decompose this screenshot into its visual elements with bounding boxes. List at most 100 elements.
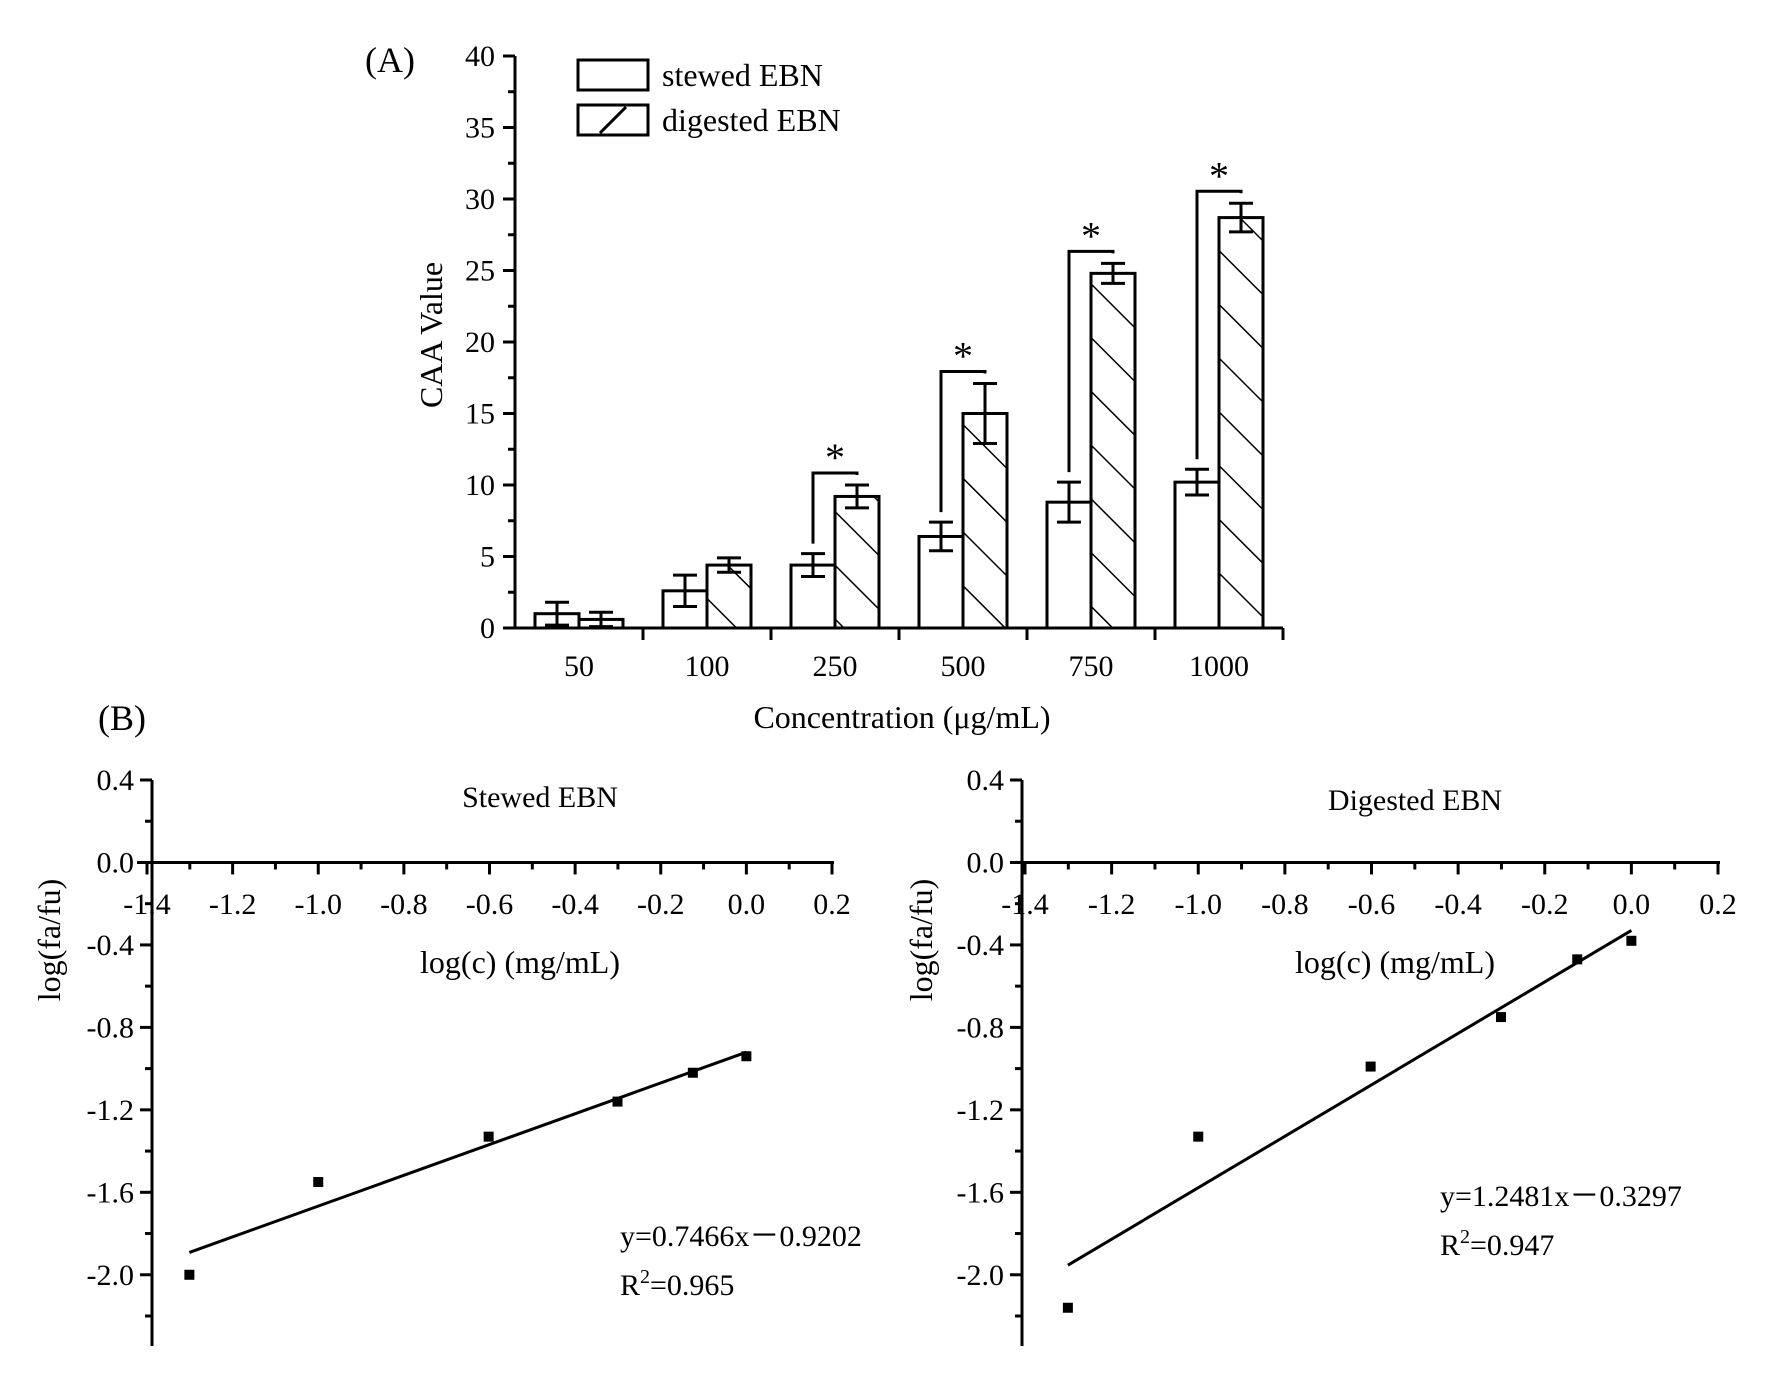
y-tick-label-a: 25 <box>465 255 495 288</box>
x-tick-label-digested: -1.0 <box>1175 888 1223 921</box>
x-tick-label-digested: -1.2 <box>1088 888 1136 921</box>
bar-digested-hatch <box>707 565 751 628</box>
significance-asterisk: * <box>825 435 845 480</box>
y-tick-label-digested: -1.2 <box>957 1094 1005 1127</box>
x-tick-label-digested: -0.4 <box>1434 888 1482 921</box>
y-tick-label-digested: -0.4 <box>957 929 1005 962</box>
x-tick-label-digested: -0.8 <box>1261 888 1309 921</box>
legend-label-stewed: stewed EBN <box>662 57 823 93</box>
significance-asterisk: * <box>953 333 973 378</box>
y-tick-label-a: 0 <box>480 612 495 645</box>
x-tick-label-digested: -0.6 <box>1348 888 1396 921</box>
scatter-chart-digested: Digested EBN log(fa/fu) log(c) (mg/mL) -… <box>903 764 1737 1346</box>
x-tick-label-a: 100 <box>685 650 730 683</box>
x-tick-label-stewed: -1.2 <box>209 888 257 921</box>
y-tick-label-digested: -2.0 <box>957 1259 1005 1292</box>
significance-asterisk: * <box>1081 213 1101 258</box>
x-tick-label-a: 750 <box>1069 650 1114 683</box>
bar-digested-hatch <box>963 413 1007 628</box>
y-tick-label-stewed: 0.4 <box>97 764 135 797</box>
r-squared-digested: R2=0.947 <box>1440 1226 1554 1262</box>
x-tick-label-stewed: -0.6 <box>466 888 514 921</box>
legend-label-digested: digested EBN <box>662 102 841 138</box>
x-tick-label-digested: -0.2 <box>1521 888 1569 921</box>
panel-label-b: (B) <box>98 698 146 738</box>
significance-bracket <box>1195 189 1243 460</box>
bars-a: * * * * <box>533 153 1265 630</box>
x-tick-label-digested: 0.2 <box>1699 888 1737 921</box>
chart-title-stewed: Stewed EBN <box>462 781 618 814</box>
y-tick-label-digested: -1.6 <box>957 1176 1005 1209</box>
bar-digested-hatch <box>835 496 879 628</box>
x-tick-label-a: 1000 <box>1189 650 1249 683</box>
r-squared-stewed: R2=0.965 <box>620 1266 734 1302</box>
data-point-stewed <box>483 1131 494 1142</box>
plot-stewed: -1.4 -1.2 -1.0 -0.8 -0.6 -0.4 -0.2 0.0 0.20.40.0… <box>87 764 851 1346</box>
y-tick-label-stewed: -1.6 <box>87 1176 135 1209</box>
y-tick-label-a: 5 <box>480 541 495 574</box>
y-tick-label-stewed: -2.0 <box>87 1259 135 1292</box>
x-tick-label-a: 50 <box>564 650 594 683</box>
x-axis-title-a: Concentration (μg/mL) <box>753 699 1050 735</box>
legend-hatch-mark <box>598 105 628 135</box>
fit-line-stewed <box>188 1050 747 1254</box>
x-tick-label-stewed: 0.0 <box>728 888 766 921</box>
bar-digested-hatch <box>1219 217 1263 628</box>
y-tick-label-stewed: -1.2 <box>87 1094 135 1127</box>
y-axis-title-a: CAA Value <box>413 262 449 408</box>
x-axis-title-digested: log(c) (mg/mL) <box>1295 944 1495 980</box>
fit-equation-stewed: y=0.7466x－0.9202 <box>620 1220 862 1253</box>
y-tick-label-a: 20 <box>465 326 495 359</box>
significance-bracket <box>811 471 859 544</box>
data-point-stewed <box>741 1051 752 1062</box>
data-point-stewed <box>184 1269 195 1280</box>
data-point-digested <box>1496 1012 1507 1023</box>
x-tick-label-stewed: 0.2 <box>813 888 851 921</box>
y-tick-label-digested: 0.4 <box>967 764 1005 797</box>
data-point-digested <box>1365 1061 1376 1072</box>
x-tick-label-a: 500 <box>941 650 986 683</box>
bar-stewed <box>1173 480 1221 630</box>
x-tick-label-a: 250 <box>813 650 858 683</box>
y-tick-label-a: 15 <box>465 398 495 431</box>
data-point-digested <box>1626 935 1637 946</box>
fit-equation-digested: y=1.2481x－0.3297 <box>1440 1180 1682 1213</box>
legend-swatch-stewed <box>576 58 650 92</box>
y-tick-label-stewed: -0.4 <box>87 929 135 962</box>
x-tick-label-digested: -1.4 <box>1001 888 1049 921</box>
significance-bracket <box>1067 249 1115 473</box>
chart-title-digested: Digested EBN <box>1328 784 1502 817</box>
bar-digested-hatch <box>1091 273 1135 628</box>
y-tick-label-a: 35 <box>465 112 495 145</box>
data-point-digested <box>1193 1131 1204 1142</box>
y-axis-title-digested: log(fa/fu) <box>903 879 939 1002</box>
data-point-digested <box>1572 954 1583 965</box>
x-tick-label-stewed: -1.0 <box>295 888 343 921</box>
x-tick-label-digested: 0.0 <box>1613 888 1651 921</box>
panel-label-a: (A) <box>365 40 415 80</box>
y-tick-label-digested: 0.0 <box>967 846 1005 879</box>
x-axis-title-stewed: log(c) (mg/mL) <box>420 944 620 980</box>
scatter-chart-stewed: (B) Stewed EBN log(fa/fu) log(c) (mg/mL)… <box>31 698 862 1346</box>
legend-a: stewed EBN digested EBN <box>576 57 841 138</box>
y-tick-label-digested: -0.8 <box>957 1011 1005 1044</box>
x-tick-label-stewed: -0.2 <box>637 888 685 921</box>
fit-line-digested <box>1067 929 1633 1267</box>
x-tick-label-stewed: -0.4 <box>551 888 599 921</box>
y-tick-label-a: 30 <box>465 183 495 216</box>
data-point-stewed <box>313 1177 324 1187</box>
data-point-stewed <box>687 1067 698 1078</box>
x-tick-label-stewed: -0.8 <box>380 888 428 921</box>
significance-asterisk: * <box>1209 153 1229 198</box>
axes-a: 0 5 10 15 20 25 30 35 40 50 100 250 500 750 1000 <box>465 40 1285 683</box>
data-point-digested <box>1062 1302 1073 1313</box>
y-tick-label-stewed: 0.0 <box>97 846 135 879</box>
plot-digested: -1.4 -1.2 -1.0 -0.8 -0.6 -0.4 -0.2 0.0 0.2 0.4 0.0… <box>957 764 1737 1346</box>
data-point-stewed <box>612 1096 623 1107</box>
y-tick-label-a: 10 <box>465 469 495 502</box>
significance-bracket <box>939 369 987 513</box>
bar-chart-panel-a: (A) CAA Value Concentration (μg/mL) 0 5 10… <box>365 40 1285 735</box>
y-tick-label-a: 40 <box>465 40 495 73</box>
y-axis-title-stewed: log(fa/fu) <box>31 879 67 1002</box>
